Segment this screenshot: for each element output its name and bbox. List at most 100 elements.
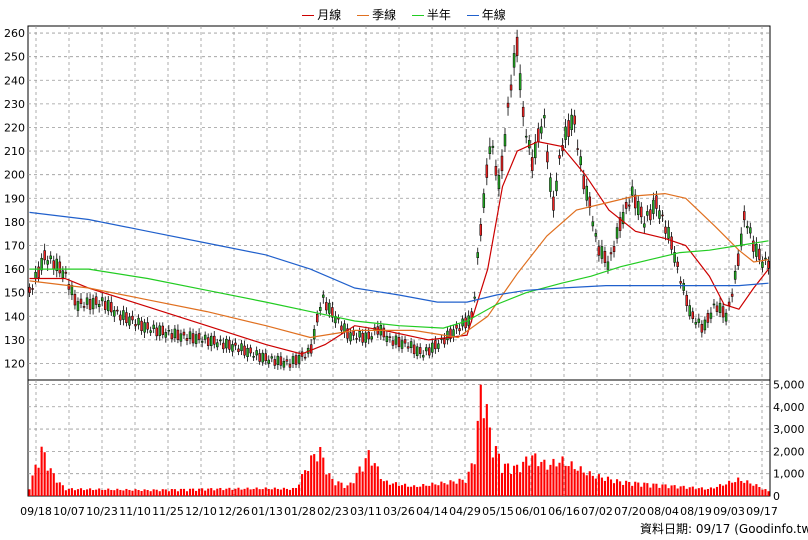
candle-body [673, 252, 676, 263]
volume-bar [491, 457, 494, 496]
volume-bar [37, 467, 40, 496]
candle-body [615, 227, 619, 239]
volume-bar [652, 483, 655, 496]
candle-body [603, 250, 607, 263]
volume-bar [291, 487, 295, 496]
volume-bar [98, 488, 101, 496]
volume-bar [113, 490, 116, 496]
volume-bar [640, 486, 643, 496]
candle-body [82, 306, 86, 308]
volume-bar [270, 489, 273, 496]
volume-bar [728, 480, 731, 496]
volume-bar [370, 465, 373, 496]
volume-bar [279, 489, 282, 496]
volume-bar [619, 481, 622, 496]
volume-bar [282, 487, 285, 496]
candle-body [152, 324, 155, 329]
candle-body [37, 266, 40, 278]
volume-bar [388, 484, 391, 496]
volume-bar [31, 475, 34, 496]
volume-bar [313, 454, 316, 496]
volume-bar [355, 472, 358, 496]
volume-bar [755, 484, 758, 496]
volume-bar [343, 487, 346, 496]
candle-body [488, 146, 492, 155]
volume-bar [634, 481, 637, 496]
volume-bar [422, 484, 425, 496]
volume-bar [682, 485, 685, 496]
volume-bar [104, 489, 107, 496]
volume-bar [549, 464, 552, 496]
candle-body [85, 297, 89, 305]
candle-body [155, 327, 158, 337]
volume-bar [237, 487, 240, 496]
candle-body [434, 340, 437, 350]
data-date-footer: 資料日期: 09/17 (Goodinfo.tw) [640, 522, 808, 536]
candle-body [694, 322, 698, 325]
volume-bar [482, 418, 485, 496]
date-tick-label: 07/20 [614, 505, 646, 518]
candle-body [46, 260, 49, 265]
candle-body [43, 250, 46, 261]
price-tick-label: 240 [4, 74, 25, 87]
volume-bar [70, 488, 73, 496]
candle-body [131, 315, 134, 321]
volume-bar [228, 487, 231, 496]
volume-bar [316, 461, 319, 496]
volume-bar [691, 486, 694, 496]
candle-body [146, 322, 149, 330]
candle-body [767, 260, 770, 269]
volume-bar [576, 470, 579, 496]
volume-bar [64, 490, 67, 496]
price-tick-label: 180 [4, 216, 25, 229]
candle-body [328, 302, 331, 314]
volume-bar [361, 471, 364, 496]
volume-bar [55, 482, 58, 496]
volume-bar [43, 452, 46, 496]
candle-body [182, 331, 186, 336]
price-tick-label: 210 [4, 145, 25, 158]
volume-bar [331, 478, 334, 496]
candle-body [658, 210, 661, 219]
volume-bar [531, 455, 534, 496]
candle-body [176, 329, 180, 340]
volume-bar [734, 482, 737, 496]
candle-body [491, 145, 495, 148]
date-tick-label: 03/11 [350, 505, 382, 518]
ma-line-半年 [29, 240, 769, 329]
volume-bar [488, 427, 491, 496]
volume-bar [709, 487, 713, 496]
volume-tick-label: 3,000 [773, 423, 805, 436]
volume-bar [413, 485, 416, 496]
candle-body [606, 261, 610, 270]
candle-body [203, 334, 207, 340]
volume-bar [534, 453, 537, 496]
volume-bar [449, 480, 452, 496]
candle-body [573, 115, 576, 125]
candle-body [325, 302, 328, 311]
candle-body [712, 303, 716, 306]
volume-bar [725, 484, 728, 496]
volume-bar [110, 489, 113, 496]
volume-bar [346, 485, 349, 496]
volume-bar [137, 489, 140, 496]
price-tick-label: 220 [4, 121, 25, 134]
volume-bar [76, 489, 80, 496]
candle-body [237, 348, 240, 353]
candle-body [443, 338, 446, 345]
volume-bar [95, 489, 98, 496]
volume-bar [116, 488, 119, 496]
volume-bar [464, 483, 467, 496]
candle-body [34, 271, 37, 279]
candle-body [382, 327, 386, 338]
date-tick-label: 12/26 [218, 505, 250, 518]
candle-body [479, 224, 483, 236]
volume-bar [307, 470, 310, 496]
volume-bar [667, 488, 670, 496]
candle-body [703, 319, 707, 331]
candle-body [600, 246, 604, 259]
candle-body [228, 339, 231, 350]
price-tick-label: 230 [4, 98, 25, 111]
candle-body [52, 260, 55, 270]
